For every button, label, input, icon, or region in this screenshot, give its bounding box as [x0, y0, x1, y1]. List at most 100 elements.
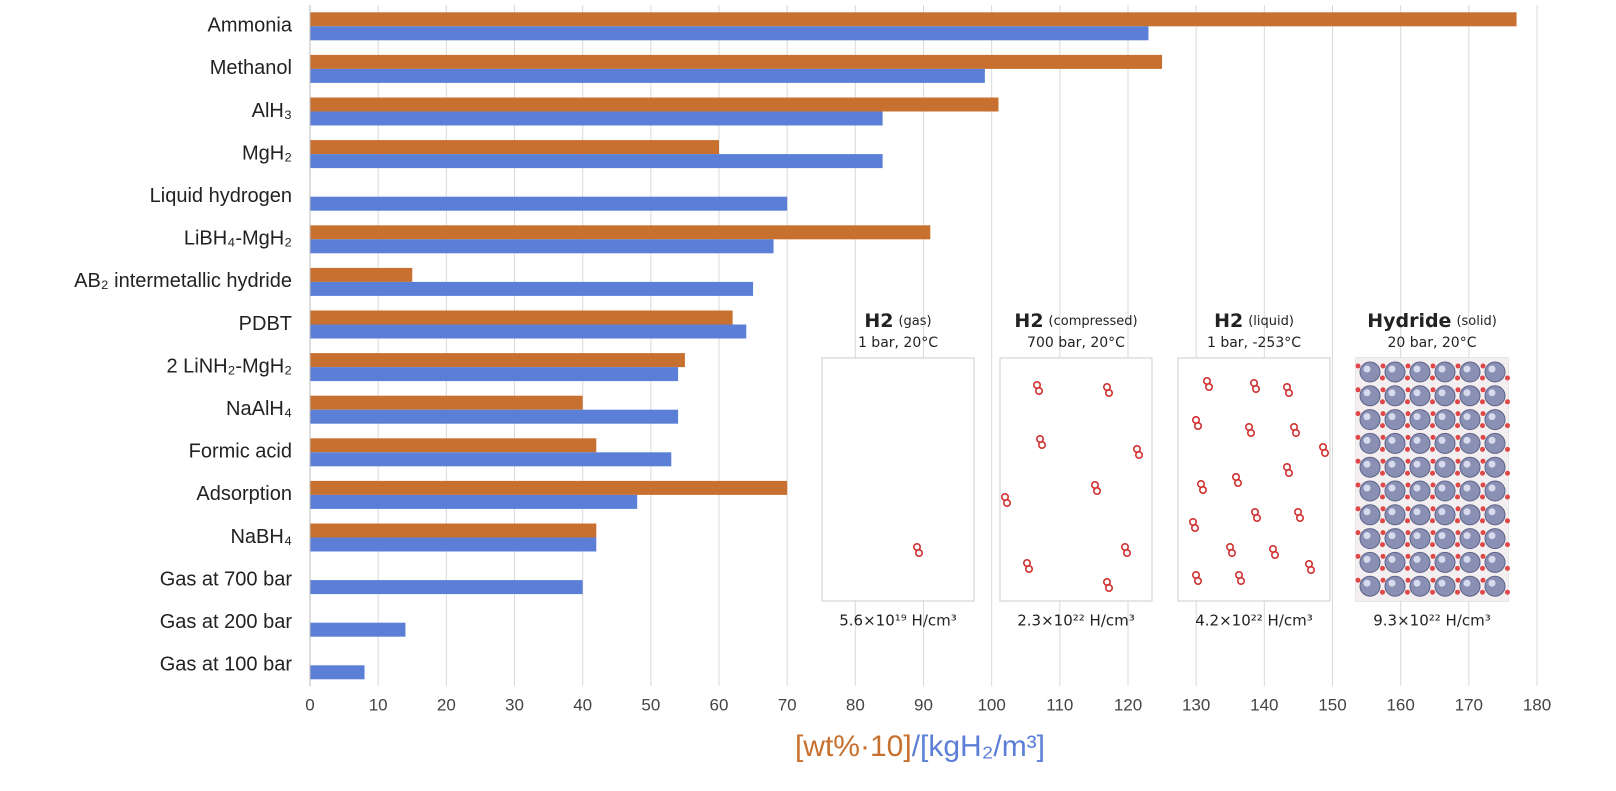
hydrogen-atom: [1405, 542, 1410, 547]
molecule-atom: [1026, 566, 1032, 572]
hydrogen-atom: [1430, 542, 1435, 547]
category-label: AB₂ intermetallic hydride: [74, 270, 292, 292]
molecule-atom: [1036, 388, 1042, 394]
hydrogen-atom: [1405, 471, 1410, 476]
hydrogen-atom: [1480, 566, 1485, 571]
bar: [310, 481, 787, 495]
metal-highlight: [1389, 508, 1396, 515]
metal-atom: [1485, 505, 1505, 525]
category-label: LiBH₄-MgH₂: [184, 228, 292, 250]
hydrogen-atom: [1380, 566, 1385, 571]
metal-highlight: [1364, 366, 1371, 373]
hydrogen-atom: [1505, 471, 1510, 476]
hydrogen-atom: [1380, 376, 1385, 381]
hydrogen-atom: [1431, 459, 1436, 464]
panel-conditions: 20 bar, 20°C: [1388, 335, 1477, 351]
hydrogen-atom: [1406, 387, 1411, 392]
hydrogen-atom: [1431, 364, 1436, 369]
bar: [310, 665, 365, 679]
molecule-atom: [1286, 470, 1292, 476]
metal-atom: [1410, 457, 1430, 477]
hydrogen-atom: [1356, 364, 1361, 369]
hydrogen-atom: [1406, 554, 1411, 559]
metal-atom: [1385, 362, 1405, 382]
x-tick-label: 100: [977, 695, 1005, 714]
hydrogen-atom: [1381, 387, 1386, 392]
hydrogen-atom: [1381, 554, 1386, 559]
metal-atom: [1385, 410, 1405, 430]
metal-highlight: [1364, 389, 1371, 396]
bar: [310, 26, 1148, 40]
hydrogen-atom: [1356, 483, 1361, 488]
hydrogen-atom: [1456, 530, 1461, 535]
panel-title-state: (liquid): [1248, 314, 1294, 329]
metal-atom: [1360, 362, 1380, 382]
metal-atom: [1435, 576, 1455, 596]
metal-highlight: [1414, 508, 1421, 515]
hydrogen-atom: [1431, 483, 1436, 488]
panel-density: 9.3×10²² H/cm³: [1373, 612, 1491, 630]
metal-highlight: [1389, 366, 1396, 373]
metal-atom: [1435, 481, 1455, 501]
hydrogen-atom: [1406, 459, 1411, 464]
hydrogen-atom: [1431, 411, 1436, 416]
metal-highlight: [1489, 485, 1496, 492]
bar: [310, 580, 583, 594]
metal-highlight: [1439, 508, 1446, 515]
metal-atom: [1385, 576, 1405, 596]
metal-highlight: [1464, 366, 1471, 373]
hydrogen-atom: [1430, 471, 1435, 476]
metal-highlight: [1389, 485, 1396, 492]
metal-atom: [1410, 505, 1430, 525]
metal-atom: [1435, 362, 1455, 382]
bar: [310, 239, 774, 253]
x-tick-label: 60: [710, 695, 729, 714]
hydrogen-atom: [1381, 435, 1386, 440]
hydrogen-atom: [1405, 447, 1410, 452]
panel-conditions: 700 bar, 20°C: [1027, 335, 1125, 351]
hydrogen-atom: [1430, 447, 1435, 452]
metal-atom: [1435, 386, 1455, 406]
metal-atom: [1360, 481, 1380, 501]
hydrogen-atom: [1356, 435, 1361, 440]
hydrogen-atom: [1456, 459, 1461, 464]
axis-label-part: [kgH₂/m³]: [920, 730, 1045, 763]
hydrogen-atom: [1505, 542, 1510, 547]
bar: [310, 98, 998, 112]
hydrogen-atom: [1380, 495, 1385, 500]
metal-highlight: [1489, 580, 1496, 587]
molecule-atom: [1200, 487, 1206, 493]
hydrogen-atom: [1431, 554, 1436, 559]
molecule-atom: [1195, 578, 1201, 584]
hydrogen-atom: [1480, 590, 1485, 595]
hydrogen-atom: [1380, 399, 1385, 404]
category-label: Liquid hydrogen: [150, 185, 292, 207]
hydrogen-atom: [1505, 495, 1510, 500]
hydrogen-atom: [1456, 364, 1461, 369]
hydrogen-atom: [1430, 495, 1435, 500]
hydrogen-atom: [1455, 566, 1460, 571]
hydrogen-atom: [1456, 554, 1461, 559]
hydrogen-atom: [1481, 554, 1486, 559]
hydrogen-atom: [1405, 590, 1410, 595]
metal-atom: [1485, 410, 1505, 430]
hydrogen-atom: [1381, 506, 1386, 511]
metal-highlight: [1489, 508, 1496, 515]
metal-highlight: [1439, 580, 1446, 587]
panel-conditions: 1 bar, 20°C: [858, 335, 938, 351]
hydrogen-atom: [1480, 471, 1485, 476]
panel-density: 4.2×10²² H/cm³: [1195, 612, 1313, 630]
hydrogen-atom: [1505, 447, 1510, 452]
x-tick-label: 180: [1523, 695, 1551, 714]
metal-atom: [1385, 386, 1405, 406]
bar: [310, 438, 596, 452]
metal-highlight: [1414, 532, 1421, 539]
hydrogen-atom: [1431, 578, 1436, 583]
x-tick-label: 80: [846, 695, 865, 714]
hydrogen-atom: [1481, 364, 1486, 369]
hydrogen-atom: [1381, 459, 1386, 464]
metal-atom: [1460, 362, 1480, 382]
molecule-atom: [1195, 423, 1201, 429]
metal-highlight: [1364, 556, 1371, 563]
metal-atom: [1460, 410, 1480, 430]
